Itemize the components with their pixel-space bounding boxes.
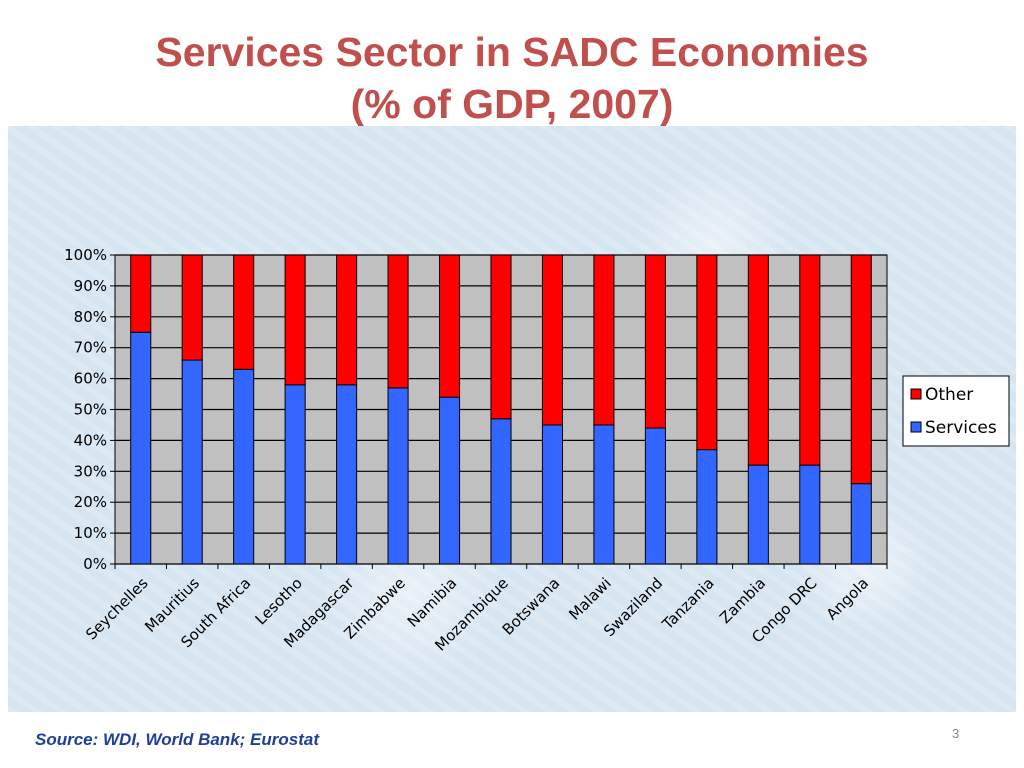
y-tick-label: 80%: [74, 308, 107, 326]
bar-services-mozambique: [490, 418, 512, 565]
bar-other-mauritius: [181, 254, 203, 361]
bar-services-madagascar: [336, 384, 358, 565]
y-tick-label: 50%: [74, 401, 107, 419]
bar-services-seychelles: [130, 331, 152, 565]
y-tick-label: 0%: [83, 555, 107, 573]
source-note: Source: WDI, World Bank; Eurostat: [35, 730, 319, 749]
title-line-1: Services Sector in SADC Economies: [155, 29, 869, 75]
bar-other-south-africa: [233, 254, 255, 370]
bar-other-malawi: [593, 254, 615, 426]
y-tick-label: 30%: [74, 462, 107, 480]
bar-services-malawi: [593, 424, 615, 565]
bar-services-congo-drc: [799, 464, 821, 565]
bar-services-swaziland: [644, 427, 666, 565]
y-tick-label: 60%: [74, 370, 107, 388]
y-tick-label: 70%: [74, 339, 107, 357]
legend-swatch-other: [910, 388, 922, 400]
slide-title: Services Sector in SADC Economies (% of …: [0, 26, 1024, 130]
bar-other-tanzania: [696, 254, 718, 451]
y-tick-label: 40%: [74, 431, 107, 449]
bar-services-angola: [850, 483, 872, 565]
bar-services-zimbabwe: [387, 387, 409, 565]
title-line-2: (% of GDP, 2007): [350, 81, 674, 127]
bar-other-botswana: [541, 254, 564, 426]
y-tick-label: 20%: [74, 493, 107, 511]
bar-other-angola: [850, 254, 872, 485]
bar-other-lesotho: [284, 254, 306, 386]
bar-other-swaziland: [644, 254, 666, 429]
bar-other-seychelles: [130, 254, 152, 333]
y-tick-label: 100%: [64, 246, 107, 264]
bar-other-mozambique: [490, 254, 512, 420]
y-tick-label: 10%: [74, 524, 107, 542]
x-tick-label: Zambia: [716, 574, 769, 627]
x-tick-label: Malawi: [565, 574, 614, 623]
x-tick-label: Tanzania: [658, 574, 718, 634]
bar-services-lesotho: [284, 384, 306, 565]
bar-services-botswana: [541, 424, 564, 565]
bar-other-congo-drc: [799, 254, 821, 466]
stacked-bar-chart: 0% 10% 20% 30% 40% 50% 60% 70% 80% 90% 100% Seychel…: [64, 246, 1010, 655]
bar-services-namibia: [438, 396, 461, 565]
bar-services-tanzania: [696, 449, 718, 565]
bar-services-south-africa: [233, 368, 255, 565]
x-tick-label: Angola: [823, 574, 872, 623]
legend-label-services: Services: [925, 418, 997, 438]
bar-other-zambia: [747, 254, 769, 466]
bar-other-zimbabwe: [387, 254, 409, 389]
bar-other-madagascar: [336, 254, 358, 386]
legend-label-other: Other: [925, 385, 973, 405]
chart-area: 0% 10% 20% 30% 40% 50% 60% 70% 80% 90% 100% Seychel…: [8, 126, 1016, 712]
page-number: 3: [952, 726, 960, 741]
y-tick-label: 90%: [74, 277, 107, 295]
chart-legend: [902, 375, 1010, 447]
legend-swatch-services: [910, 421, 922, 433]
bar-other-namibia: [438, 254, 461, 398]
bar-services-zambia: [747, 464, 769, 565]
bar-services-mauritius: [181, 359, 203, 565]
x-tick-label: Seychelles: [82, 574, 151, 643]
